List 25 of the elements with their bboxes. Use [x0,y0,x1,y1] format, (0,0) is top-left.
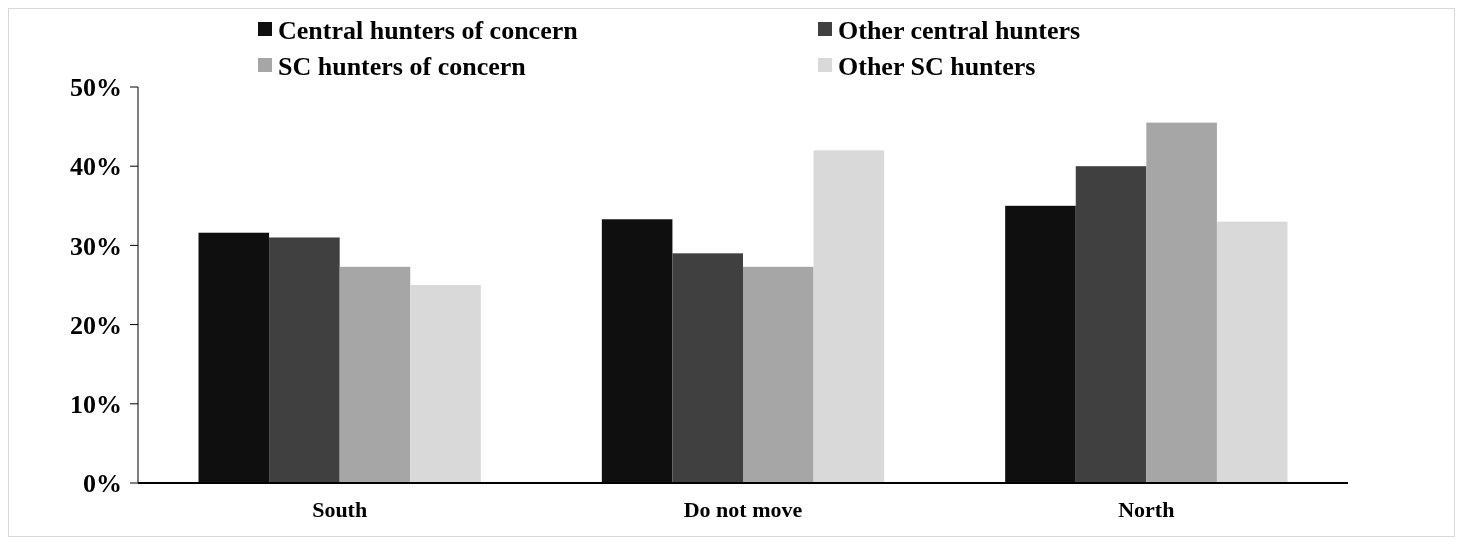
y-tick-label: 50% [70,73,122,103]
y-tick-label: 20% [70,310,122,340]
y-tick-label: 0% [83,469,122,499]
bar [198,232,270,483]
legend-label: Other central hunters [838,16,1081,46]
y-tick-label: 40% [70,152,122,182]
bar [601,219,673,483]
bar [269,237,340,483]
bar [1216,221,1288,483]
bar [410,285,481,483]
bar [339,266,411,483]
bar [1005,205,1076,483]
bar [743,266,814,483]
bar [672,253,743,483]
bar [1146,122,1217,483]
x-tick-label: Do not move [683,497,803,522]
bar [1075,166,1147,483]
x-tick-label: North [1118,497,1175,522]
y-tick-label: 30% [70,231,122,261]
legend-label: Central hunters of concern [278,16,579,46]
legend-label: SC hunters of concern [278,52,527,82]
bar [813,150,885,483]
y-tick-label: 10% [70,389,122,419]
x-tick-label: South [312,497,368,522]
legend-label: Other SC hunters [838,52,1036,82]
